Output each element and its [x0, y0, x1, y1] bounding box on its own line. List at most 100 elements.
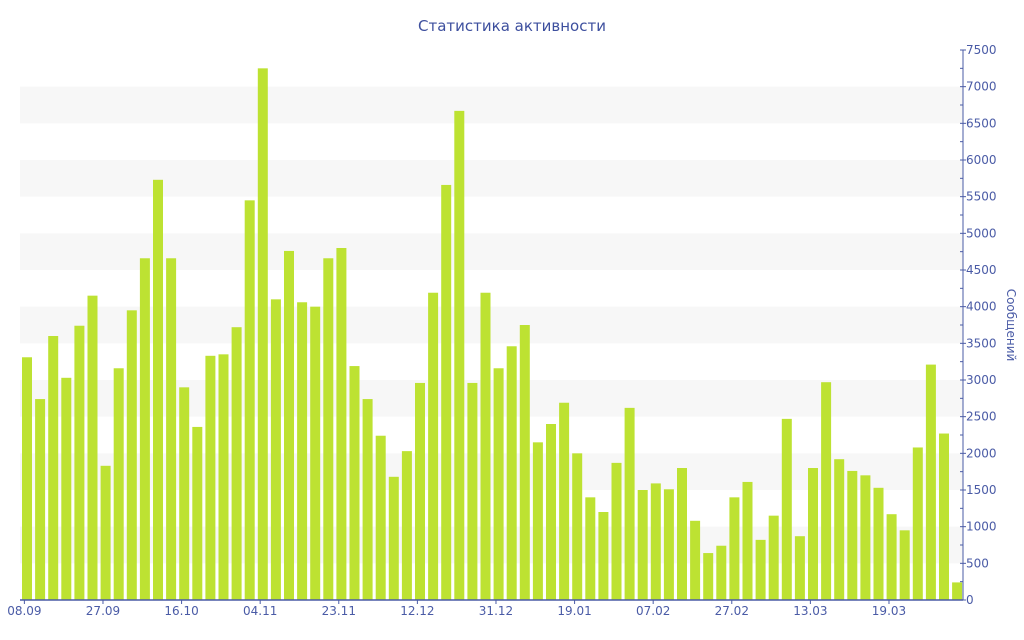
- chart-title: Статистика активности: [418, 17, 606, 35]
- bar: [546, 424, 556, 600]
- y-tick-label: 0: [966, 593, 974, 607]
- bar: [860, 475, 871, 600]
- bar: [179, 387, 190, 600]
- bar: [637, 490, 648, 600]
- x-tick-label: 13.03: [793, 604, 827, 618]
- bar: [585, 497, 596, 600]
- bar: [899, 530, 910, 600]
- bar: [362, 399, 373, 600]
- y-axis: 0 500 1000 1500 2000 2500 3000 3500 4000 4500 5000…: [960, 43, 997, 607]
- bar: [126, 310, 137, 600]
- bar: [61, 377, 72, 600]
- bar: [598, 512, 609, 600]
- bar: [781, 418, 792, 600]
- bar: [650, 483, 661, 600]
- bar: [401, 451, 412, 600]
- bar: [847, 470, 858, 600]
- bar: [572, 453, 583, 600]
- grid-band: [20, 233, 963, 270]
- bar: [231, 327, 242, 600]
- bar: [375, 435, 386, 600]
- bar: [113, 368, 124, 600]
- bar: [257, 68, 268, 601]
- bar: [349, 366, 360, 600]
- grid-band: [20, 306, 963, 344]
- y-tick-label: 7000: [966, 80, 997, 94]
- bar: [153, 179, 163, 601]
- bar: [441, 184, 452, 600]
- y-tick-label: 500: [966, 556, 989, 570]
- bar: [454, 110, 465, 600]
- bar: [690, 520, 701, 600]
- bar: [886, 514, 897, 600]
- bar: [48, 336, 59, 600]
- bar: [559, 402, 570, 600]
- y-tick-label: 6000: [966, 153, 997, 167]
- bar: [873, 487, 884, 600]
- bar: [87, 295, 98, 600]
- bar: [35, 399, 46, 600]
- bar: [467, 382, 478, 600]
- bar: [336, 248, 347, 600]
- bar: [205, 355, 216, 600]
- x-tick-label: 19.03: [872, 604, 906, 618]
- bar: [925, 364, 936, 600]
- x-tick-label: 16.10: [164, 604, 198, 618]
- bar: [663, 489, 674, 600]
- grid-band: [20, 453, 963, 490]
- bar: [192, 426, 203, 600]
- grid-band: [20, 86, 963, 124]
- bar: [480, 292, 491, 600]
- bar: [139, 258, 150, 600]
- bar: [677, 468, 687, 600]
- bar: [218, 354, 229, 600]
- bar: [808, 468, 818, 600]
- y-tick-label: 1500: [966, 483, 997, 497]
- x-tick-label: 19.01: [557, 604, 591, 618]
- y-tick-label: 5500: [966, 190, 997, 204]
- bar: [244, 200, 255, 601]
- y-tick-label: 4000: [966, 300, 997, 314]
- bar: [821, 382, 832, 600]
- x-tick-label: 23.11: [322, 604, 356, 618]
- bar: [794, 536, 805, 600]
- bar: [611, 462, 622, 600]
- x-tick-label: 27.09: [86, 604, 120, 618]
- bar: [939, 433, 949, 600]
- grid-bands: [20, 86, 963, 564]
- bar: [834, 459, 845, 600]
- y-tick-label: 7500: [966, 43, 997, 57]
- y-tick-label: 1000: [966, 520, 997, 534]
- bar: [284, 250, 294, 600]
- y-tick-label: 6500: [966, 116, 997, 130]
- grid-band: [20, 526, 963, 564]
- x-tick-label: 08.09: [7, 604, 41, 618]
- bar: [100, 465, 111, 600]
- bar: [703, 553, 714, 600]
- bar: [415, 382, 425, 600]
- bar: [768, 515, 779, 600]
- x-tick-label: 27.02: [715, 604, 749, 618]
- y-tick-label: 3500: [966, 336, 997, 350]
- x-tick-label: 07.02: [636, 604, 670, 618]
- bar: [22, 357, 32, 600]
- bars: [22, 68, 963, 601]
- bar: [742, 481, 753, 600]
- bar: [729, 497, 740, 600]
- y-tick-label: 3000: [966, 373, 997, 387]
- bar: [166, 258, 177, 600]
- bar: [310, 306, 321, 600]
- bar: [493, 368, 504, 600]
- bar: [388, 476, 399, 600]
- x-axis: 08.09 27.09 16.10 04.11 23.11 12.12 31.12 19.01…: [7, 599, 963, 618]
- bar: [912, 447, 923, 600]
- bar: [716, 545, 727, 600]
- x-tick-label: 04.11: [243, 604, 277, 618]
- bar: [755, 539, 766, 600]
- grid-band: [20, 380, 963, 417]
- bar: [506, 346, 517, 600]
- y-axis-label: Сообщений: [1004, 289, 1018, 362]
- bar: [624, 407, 635, 600]
- bar: [74, 325, 85, 600]
